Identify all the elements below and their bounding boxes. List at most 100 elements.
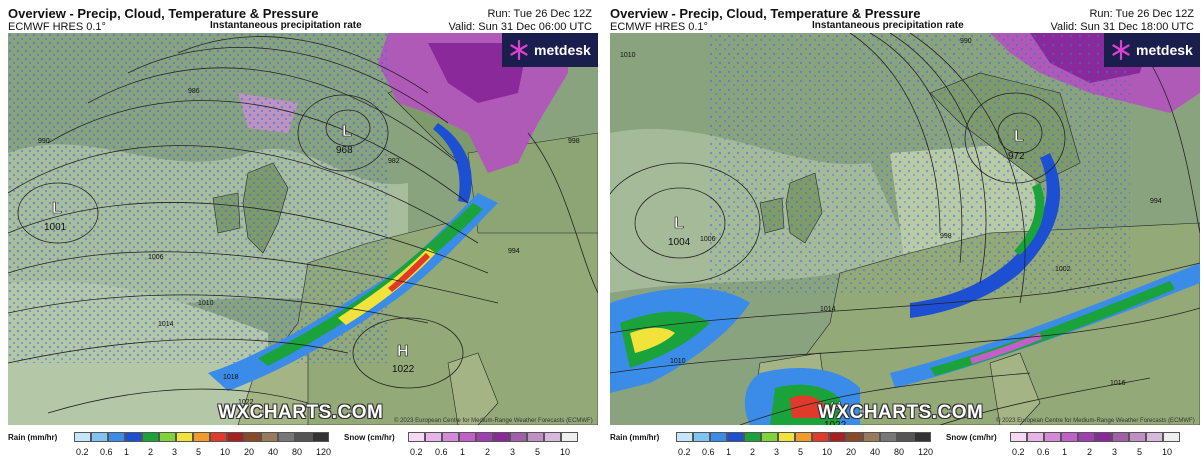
rain-area-west-heavy (630, 327, 675, 353)
colorbar-cell (493, 432, 510, 442)
isobar-label: 994 (508, 248, 520, 255)
colorbar-tick-label: 80 (894, 447, 905, 457)
isobar-label: 1002 (1055, 266, 1071, 273)
logo-text: metdesk (1136, 42, 1193, 58)
isobar-label: 1014 (820, 306, 836, 313)
weather-map: L 968 L 1001 H 1022 1006 1010 1014 1018 … (8, 33, 598, 425)
colorbar-tick-label: 3 (172, 447, 178, 457)
run-time: Run: Tue 26 Dec 12Z (1089, 8, 1194, 20)
colorbar-tick-label: 20 (244, 447, 255, 457)
isobar-label: 1006 (700, 236, 716, 243)
watermark: WXCHARTS.COM (218, 402, 384, 423)
run-time: Run: Tue 26 Dec 12Z (487, 8, 592, 20)
rain-legend-label: Rain (mm/hr) (610, 433, 660, 442)
isobar-label: 998 (568, 138, 580, 145)
forecast-panel-0: Overview - Precip, Cloud, Temperature & … (2, 0, 598, 466)
colorbar-cell (125, 432, 142, 442)
rain-band (910, 153, 1060, 318)
colorbar-cell (693, 432, 710, 442)
colorbar-cell (527, 432, 544, 442)
colorbar-tick-label: 1 (124, 447, 130, 457)
colorbar-cell (261, 432, 278, 442)
colorbar-tick-label: 0.2 (678, 447, 691, 457)
colorbar-cell (278, 432, 295, 442)
chart-subtitle: Instantaneous precipitation rate (812, 20, 964, 31)
weather-map: L 972 L 1004 H 1022 1010 1006 1014 1010 … (610, 33, 1200, 425)
snow-legend-label: Snow (cm/hr) (344, 433, 395, 442)
colorbar-tick-label: 3 (1112, 447, 1118, 457)
colorbar-cell (1044, 432, 1061, 442)
snow-legend-label: Snow (cm/hr) (946, 433, 997, 442)
colorbar-tick-label: 5 (196, 447, 202, 457)
colorbar-tick-label: 1 (726, 447, 732, 457)
colorbar-cell (108, 432, 125, 442)
colorbar-cell (1163, 432, 1180, 442)
colorbar-tick-label: 120 (316, 447, 332, 457)
low-pressure-marker: L (1014, 128, 1024, 145)
low-pressure-value: 968 (336, 145, 353, 156)
colorbar-tick-label: 40 (268, 447, 279, 457)
rain-colorbar (74, 432, 329, 442)
colorbar-tick-label: 120 (918, 447, 934, 457)
colorbar-tick-label: 0.6 (100, 447, 113, 457)
rain-legend-label: Rain (mm/hr) (8, 433, 58, 442)
isobar-label: 982 (388, 158, 400, 165)
colorbar-tick-label: 5 (1137, 447, 1143, 457)
colorbar-cell (442, 432, 459, 442)
valid-time: Valid: Sun 31 Dec 06:00 UTC (448, 21, 592, 33)
logo-text: metdesk (534, 42, 591, 58)
colorbar-cell (1010, 432, 1027, 442)
colorbar-cell (142, 432, 159, 442)
high-pressure-marker: H (397, 343, 409, 360)
frontal-rain-band (208, 193, 498, 391)
isobar-label: 1018 (223, 374, 239, 381)
colorbar-cell (425, 432, 442, 442)
isobar-label: 986 (188, 88, 200, 95)
isobar-label: 994 (1150, 198, 1162, 205)
model-label: ECMWF HRES 0.1° (8, 21, 106, 33)
colorbar-cell (1095, 432, 1112, 442)
colorbar-cell (459, 432, 476, 442)
colorbar-cell (510, 432, 527, 442)
colorbar-cell (914, 432, 931, 442)
high-pressure-value: 1022 (824, 420, 847, 425)
isobar-label: 1014 (158, 321, 174, 328)
colorbar-cell (1027, 432, 1044, 442)
scattered-showers (710, 33, 1130, 293)
colorbar-cell (74, 432, 91, 442)
colorbar-cell (1078, 432, 1095, 442)
colorbar-cell (863, 432, 880, 442)
data-credit: © 2023 European Centre for Medium-Range … (996, 418, 1195, 424)
colorbar-tick-label: 0.6 (435, 447, 448, 457)
colorbar-tick-label: 0.6 (1037, 447, 1050, 457)
colorbar-tick-label: 3 (510, 447, 516, 457)
isobar-label: 1010 (198, 300, 214, 307)
scattered-showers (8, 33, 388, 363)
map-canvas: L 968 L 1001 H 1022 1006 1010 1014 1018 … (8, 33, 598, 425)
isobar-label: 990 (38, 138, 50, 145)
colorbar-tick-label: 2 (485, 447, 491, 457)
colorbar-tick-label: 80 (292, 447, 303, 457)
colorbar-tick-label: 10 (220, 447, 231, 457)
colorbar-cell (778, 432, 795, 442)
low-pressure-value: 1004 (668, 237, 691, 248)
colorbar-tick-label: 0.2 (76, 447, 89, 457)
colorbar-cell (1146, 432, 1163, 442)
isobar-label: 1016 (1110, 380, 1126, 387)
colorbar-tick-label: 0.2 (410, 447, 423, 457)
isobar-label: 990 (960, 38, 972, 45)
colorbar-cell (193, 432, 210, 442)
colorbar-tick-label: 1 (1062, 447, 1068, 457)
colorbar-cell (676, 432, 693, 442)
isobar-labels: 1010 1006 1014 1010 1002 998 994 1016 99… (620, 38, 1162, 387)
data-credit: © 2023 European Centre for Medium-Range … (394, 418, 593, 424)
colorbar-cell (295, 432, 312, 442)
colorbar-cell (91, 432, 108, 442)
colorbar-cell (744, 432, 761, 442)
colorbar-cell (227, 432, 244, 442)
watermark: WXCHARTS.COM (818, 402, 984, 423)
isobar-label: 1022 (238, 399, 254, 406)
colorbar-cell (544, 432, 561, 442)
colorbar-cell (210, 432, 227, 442)
colorbar-cell (761, 432, 778, 442)
